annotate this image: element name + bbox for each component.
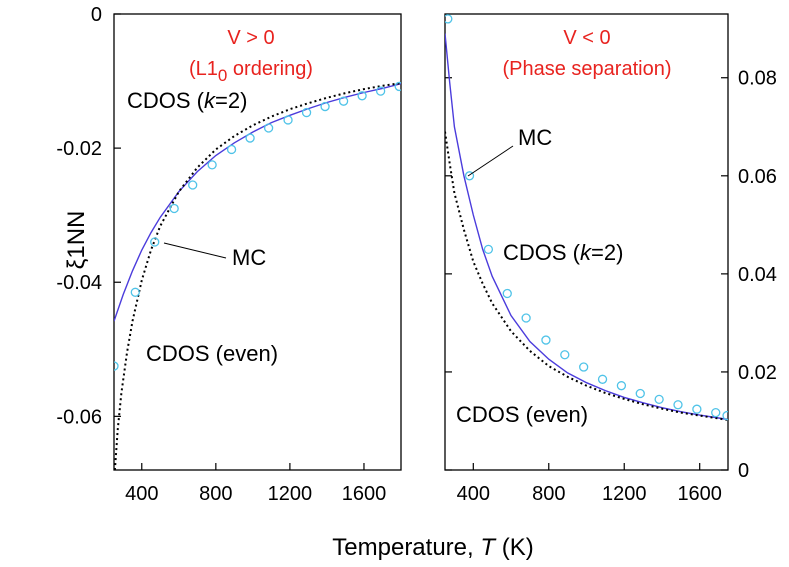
left-label-cdos-k2-a: CDOS ( <box>127 88 205 113</box>
left-mc-point <box>263 123 274 133</box>
right-plot-frame <box>444 13 729 471</box>
left-mc-point <box>150 237 160 247</box>
right-mc-point <box>579 362 589 372</box>
right-cdos-even-line <box>445 131 728 421</box>
left-cdos-k-2-line <box>114 83 401 322</box>
right-mc-point <box>616 381 627 391</box>
left-x-tick-label: 400 <box>125 483 158 505</box>
right-mc-point <box>483 244 494 255</box>
left-mc-point <box>357 91 367 101</box>
left-plot-frame <box>113 13 402 471</box>
y-axis-title: ξ1NN <box>63 211 90 270</box>
left-y-ticks: 0 -0.02 -0.04 -0.06 <box>56 4 121 428</box>
right-x-tick-label: 1200 <box>602 483 647 505</box>
left-mc-point <box>188 180 198 190</box>
left-mc-point <box>301 107 312 118</box>
right-panel: 400 800 1200 1600 0 0.02 0.04 0.06 0.08 V < 0 (… <box>444 13 777 505</box>
left-mc-point <box>338 96 349 106</box>
left-mc-point <box>207 160 217 170</box>
right-mc-leader-line <box>467 145 514 177</box>
right-x-tick-label: 400 <box>457 483 490 505</box>
left-title-subscript: 0 <box>218 66 227 85</box>
x-axis-title-t: T <box>480 534 497 561</box>
left-mc-point <box>375 86 386 96</box>
right-mc-point <box>635 388 645 399</box>
right-mc-point <box>502 288 512 299</box>
left-cdos-even-line <box>114 82 401 470</box>
left-y-tick-label: -0.06 <box>56 406 102 428</box>
left-label-cdos-k2-b: =2) <box>215 88 247 113</box>
left-panel: 400 800 1200 1600 0 -0.02 -0.04 -0.06 V > 0 (L… <box>56 4 402 505</box>
right-y-tick-label: 0.02 <box>738 362 777 384</box>
right-mc-point <box>722 410 728 421</box>
right-y-tick-label: 0 <box>738 460 749 482</box>
left-mc-point <box>169 203 179 214</box>
left-mc-point <box>114 361 119 371</box>
left-x-ticks: 400 800 1200 1600 <box>125 463 386 505</box>
left-series <box>114 81 401 470</box>
right-mc-point <box>560 350 570 360</box>
x-axis-title-a: Temperature, <box>332 534 480 561</box>
left-label-cdos-even: CDOS (even) <box>146 341 278 366</box>
left-mc-point <box>245 133 255 143</box>
right-y-tick-label: 0.06 <box>738 166 777 188</box>
right-mc-point <box>464 171 475 181</box>
right-label-cdos-k2-b: =2) <box>591 240 623 265</box>
left-x-tick-label: 800 <box>199 483 232 505</box>
left-mc-point <box>320 101 330 112</box>
left-label-mc: MC <box>232 245 266 270</box>
right-mc-point <box>711 407 721 418</box>
x-axis-title: Temperature, T (K) <box>332 534 533 561</box>
right-mc-point <box>673 400 683 410</box>
right-mc-point <box>445 14 453 24</box>
x-axis-title-b: (K) <box>495 534 534 561</box>
right-x-tick-label: 1600 <box>677 483 722 505</box>
left-x-tick-label: 1200 <box>268 483 313 505</box>
right-label-cdos-even: CDOS (even) <box>456 402 588 427</box>
right-y-ticks: 0 0.02 0.04 0.06 0.08 <box>445 68 777 482</box>
left-title-line1: V > 0 <box>227 27 274 49</box>
right-series <box>445 14 728 421</box>
right-title-line2: (Phase separation) <box>503 58 672 80</box>
left-y-tick-label: -0.02 <box>56 138 102 160</box>
right-mc-point <box>521 313 531 323</box>
right-title-line1: V < 0 <box>563 27 610 49</box>
right-mc-point <box>597 374 608 384</box>
left-title-line2: (L10 ordering) <box>189 58 313 85</box>
left-mc-point <box>130 287 140 297</box>
left-title-part1: (L1 <box>189 58 218 80</box>
left-label-cdos-k2-k: k <box>204 88 216 113</box>
left-mc-point <box>394 81 401 92</box>
right-label-cdos-k2-a: CDOS ( <box>503 240 581 265</box>
right-y-tick-label: 0.04 <box>738 264 777 286</box>
left-label-cdos-k2: CDOS (k=2) <box>127 88 247 113</box>
right-y-tick-label: 0.08 <box>738 68 777 90</box>
right-label-cdos-k2-k: k <box>580 240 592 265</box>
left-mc-leader-line <box>163 242 227 259</box>
left-x-tick-label: 1600 <box>342 483 387 505</box>
right-label-mc: MC <box>518 125 552 150</box>
right-cdos-k-2-line <box>445 33 728 421</box>
right-label-cdos-k2: CDOS (k=2) <box>503 240 623 265</box>
left-mc-point <box>226 144 237 155</box>
left-y-tick-label: -0.04 <box>56 272 102 294</box>
right-mc-point <box>654 394 664 405</box>
right-x-ticks: 400 800 1200 1600 <box>457 463 722 505</box>
left-title-part2: ordering) <box>227 58 313 80</box>
right-x-tick-label: 800 <box>532 483 565 505</box>
left-mc-point <box>283 115 293 125</box>
right-mc-point <box>541 335 551 345</box>
right-mc-point <box>692 404 702 414</box>
left-y-tick-label: 0 <box>91 4 102 26</box>
